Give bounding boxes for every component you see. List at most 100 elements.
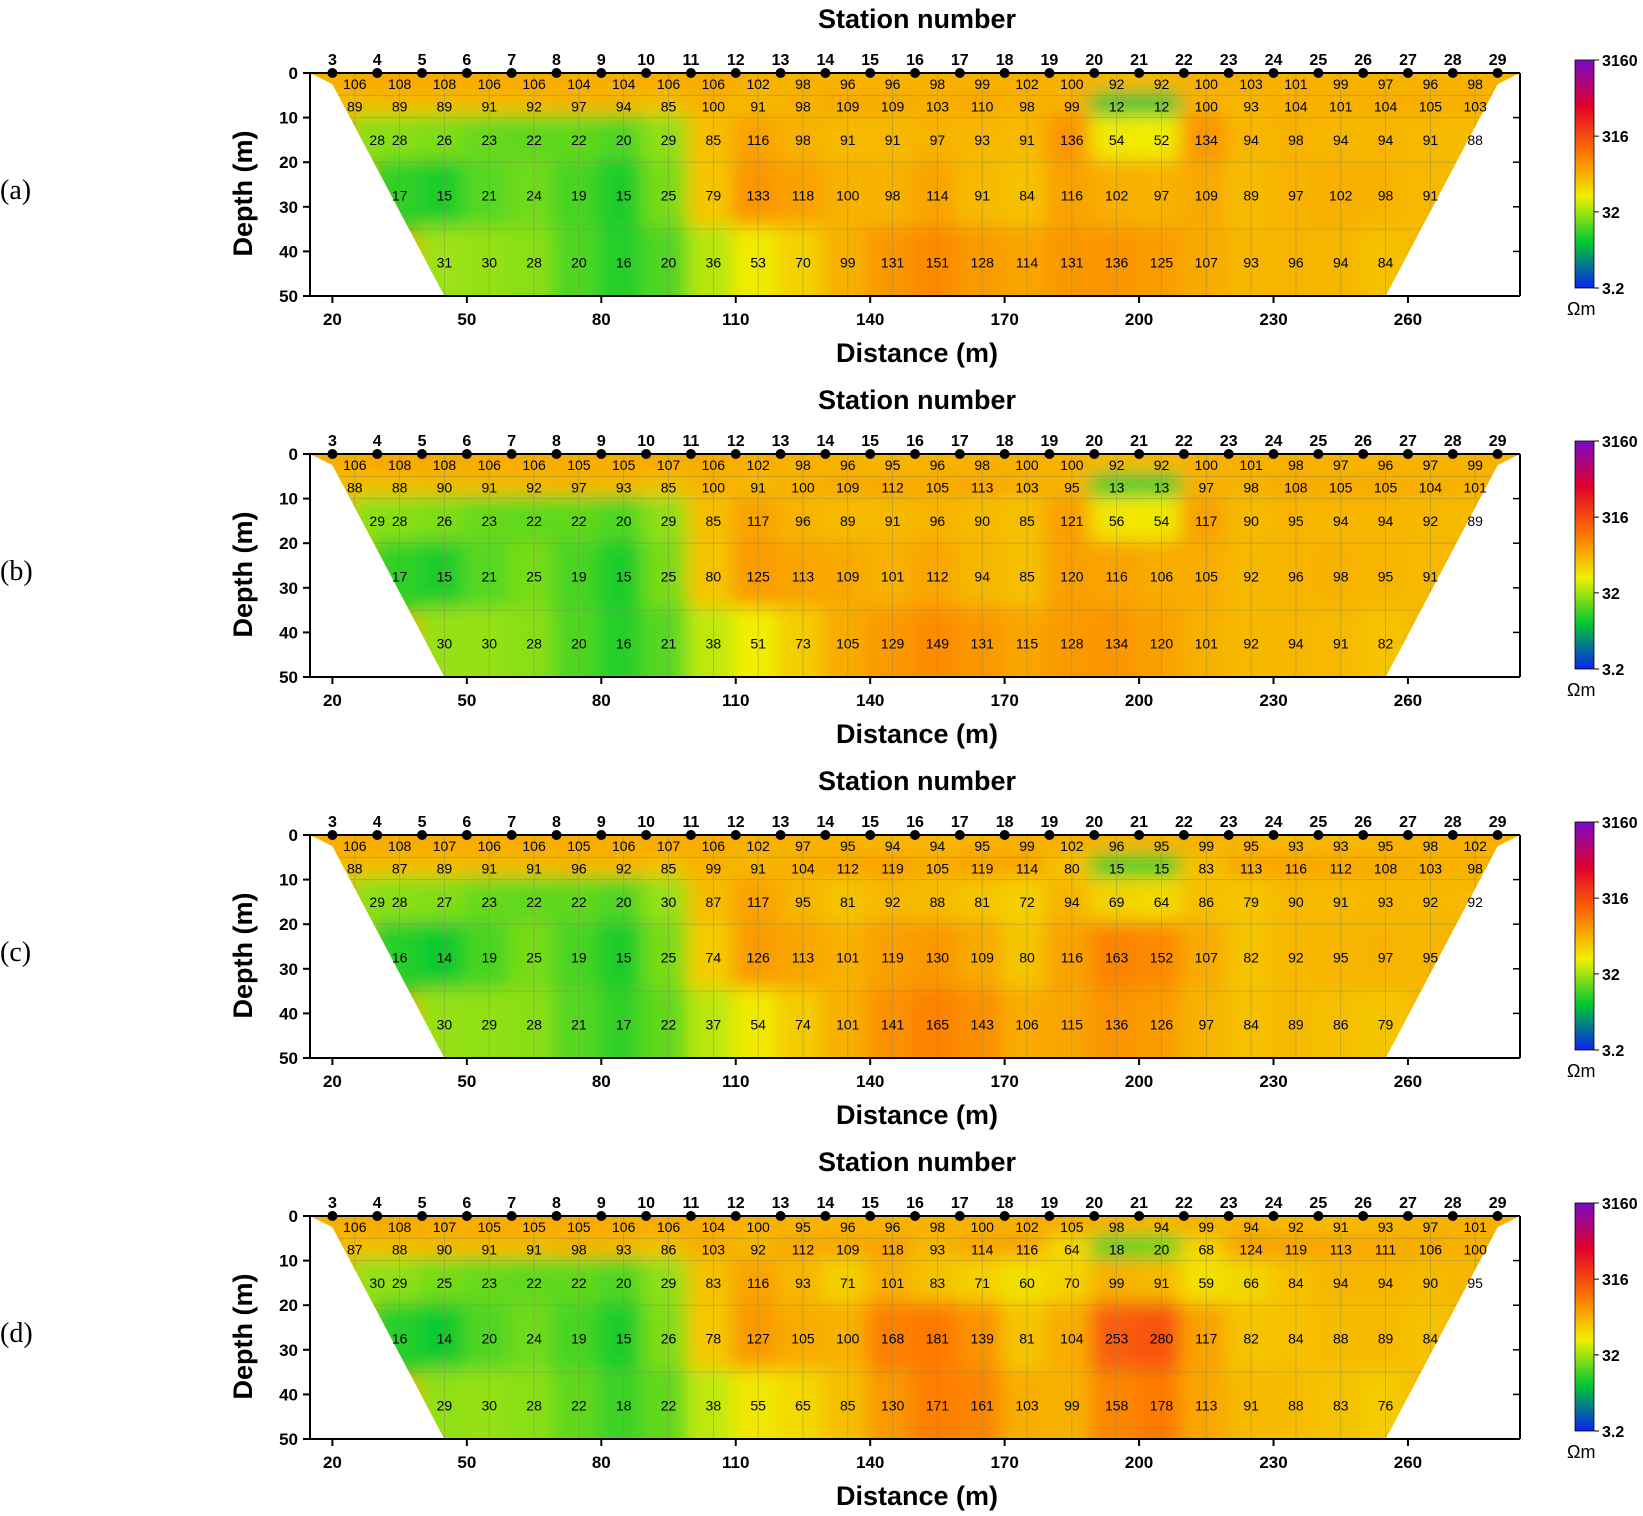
cell-value: 129 (881, 636, 905, 652)
cell-value: 93 (1333, 838, 1349, 854)
cell-value: 95 (1243, 838, 1259, 854)
cell-value: 85 (840, 1398, 856, 1414)
cell-value: 19 (571, 188, 587, 204)
electrode-marker (910, 68, 920, 78)
cell-value: 101 (881, 1275, 905, 1291)
cell-value: 91 (1333, 636, 1349, 652)
cell-value: 22 (526, 1275, 542, 1291)
cell-value: 104 (1284, 98, 1308, 114)
cell-value: 21 (481, 188, 497, 204)
cell-value: 120 (1150, 636, 1174, 652)
cell-value: 105 (1060, 1219, 1084, 1235)
station-label: 3 (328, 814, 337, 831)
electrode-marker (1089, 68, 1100, 78)
electrode-marker (1134, 1211, 1145, 1221)
cell-value: 98 (974, 457, 990, 473)
electrode-marker (865, 830, 876, 840)
y-tick-label: 50 (279, 287, 298, 306)
cell-value: 20 (616, 894, 632, 910)
station-label: 13 (772, 1195, 790, 1212)
cell-value: 21 (571, 1017, 587, 1033)
cell-value: 106 (343, 76, 367, 92)
cell-value: 31 (437, 255, 453, 271)
electrode-marker (1492, 68, 1503, 78)
cell-value: 102 (1329, 188, 1353, 204)
y-tick-label: 30 (279, 579, 298, 598)
cell-value: 23 (481, 1275, 497, 1291)
cell-value: 92 (885, 894, 901, 910)
colorbar-tick-label: 32 (1602, 205, 1620, 222)
cell-value: 30 (481, 1398, 497, 1414)
cell-value: 30 (437, 1017, 453, 1033)
electrode-marker (730, 1211, 741, 1221)
cell-value: 114 (1016, 255, 1039, 271)
cell-value: 108 (1284, 479, 1308, 495)
cell-value: 94 (1243, 132, 1259, 148)
station-label: 24 (1265, 52, 1283, 69)
cell-value: 89 (1243, 188, 1259, 204)
panel-b: (b) Station number Distance (m) Depth (m) 10… (0, 385, 1638, 749)
electrode-marker (327, 68, 338, 78)
cell-value: 89 (840, 513, 856, 529)
cell-value: 26 (437, 513, 453, 529)
cell-value: 80 (706, 569, 722, 585)
electrode-marker (1044, 449, 1055, 459)
cell-value: 87 (347, 1241, 363, 1257)
cell-value: 105 (791, 1331, 815, 1347)
cell-value: 64 (1154, 894, 1170, 910)
cell-value: 106 (522, 838, 546, 854)
cell-value: 104 (702, 1219, 726, 1235)
cell-value: 93 (1243, 255, 1259, 271)
cell-value: 29 (481, 1017, 497, 1033)
cell-value: 149 (926, 636, 950, 652)
cell-value: 92 (1288, 1219, 1304, 1235)
cell-value: 68 (1199, 1241, 1215, 1257)
cell-value: 99 (1333, 76, 1349, 92)
station-label: 23 (1220, 1195, 1238, 1212)
cell-value: 102 (1105, 188, 1129, 204)
x-tick-label: 260 (1394, 691, 1422, 710)
cell-value: 89 (437, 860, 453, 876)
cell-value: 100 (836, 1331, 860, 1347)
cell-value: 96 (930, 457, 946, 473)
station-label: 12 (727, 1195, 745, 1212)
panel-label: (a) (0, 175, 31, 206)
colorbar-tick-label: 3160 (1602, 434, 1638, 451)
electrode-marker (1178, 68, 1189, 78)
cell-value: 90 (437, 479, 453, 495)
station-label: 9 (597, 433, 606, 450)
electrode-marker (327, 449, 338, 459)
cell-value: 97 (1378, 76, 1394, 92)
x-tick-label: 20 (323, 310, 342, 329)
station-label: 11 (682, 433, 699, 450)
station-label: 29 (1489, 814, 1507, 831)
station-label: 11 (682, 1195, 699, 1212)
station-label: 21 (1130, 1195, 1148, 1212)
cell-value: 134 (1105, 636, 1129, 652)
cell-value: 22 (571, 1275, 587, 1291)
cell-value: 96 (1288, 569, 1304, 585)
cell-value: 93 (1243, 98, 1259, 114)
cell-value: 102 (746, 457, 770, 473)
cell-value: 90 (974, 513, 990, 529)
cell-value: 116 (1285, 860, 1308, 876)
cell-value: 95 (1064, 479, 1080, 495)
cell-value: 91 (526, 860, 542, 876)
colorbar-tick-label: 32 (1602, 1348, 1620, 1365)
cell-value: 95 (840, 838, 856, 854)
field-cells (328, 1216, 1502, 1439)
electrode-marker (1268, 1211, 1279, 1221)
cell-value: 22 (571, 1398, 587, 1414)
cell-value: 22 (571, 513, 587, 529)
cell-value: 92 (1288, 950, 1304, 966)
cell-value: 141 (881, 1017, 905, 1033)
field-cells (328, 73, 1502, 296)
station-label: 27 (1399, 52, 1417, 69)
cell-value: 98 (1467, 860, 1483, 876)
cell-value: 108 (388, 457, 412, 473)
cell-value: 88 (392, 1241, 408, 1257)
cell-value: 23 (481, 513, 497, 529)
cell-value: 88 (392, 479, 408, 495)
cell-value: 19 (571, 569, 587, 585)
electrode-marker (372, 1211, 383, 1221)
